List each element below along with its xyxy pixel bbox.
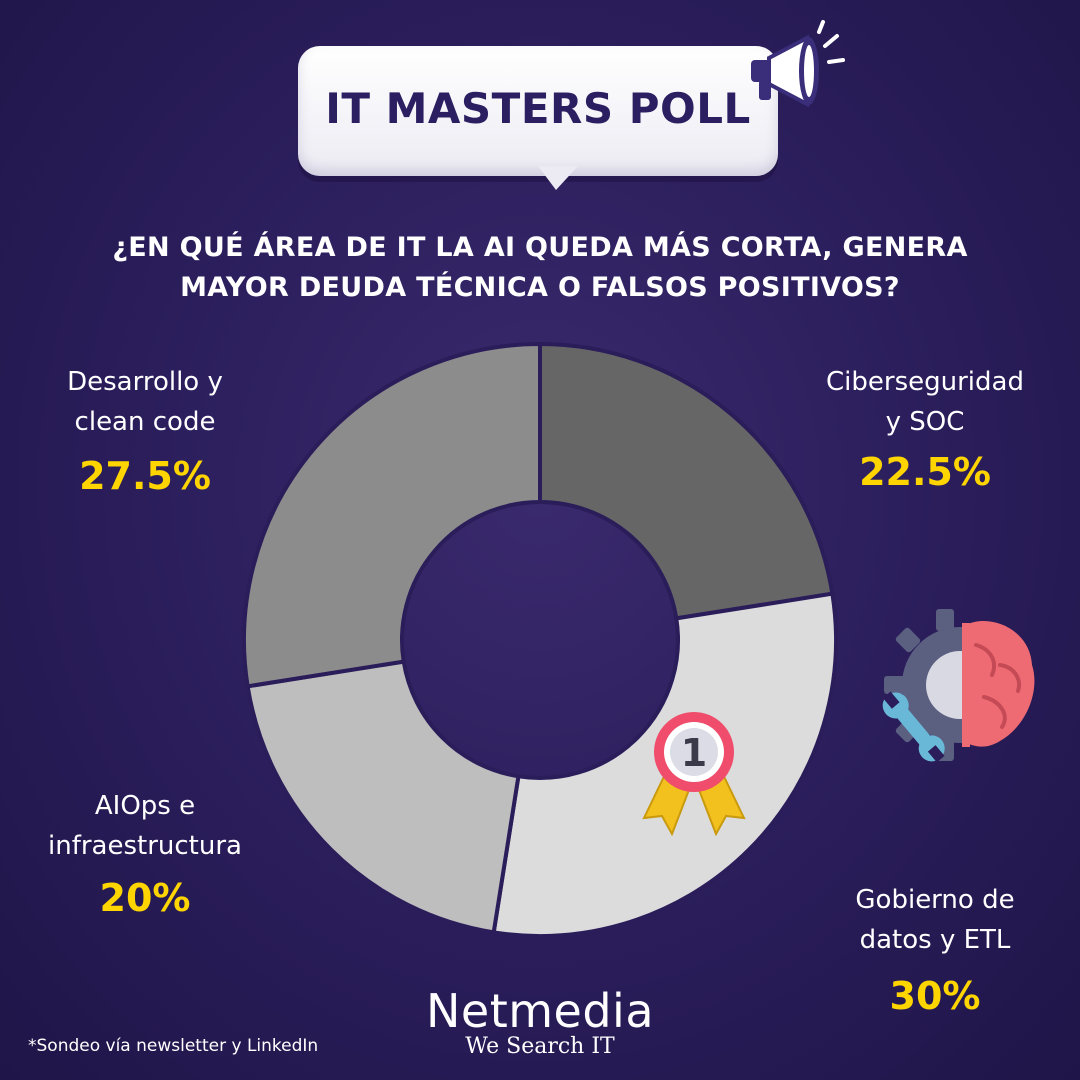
donut-slice-1 xyxy=(538,341,835,621)
brand-tagline: We Search IT xyxy=(465,1034,615,1059)
poll-question: ¿EN QUÉ ÁREA DE IT LA AI QUEDA MÁS CORTA… xyxy=(112,232,968,303)
page-title: IT MASTERS POLL xyxy=(325,84,751,133)
gear-brain-icon xyxy=(882,609,1035,763)
banner-tail xyxy=(538,166,578,190)
donut-slice-4 xyxy=(242,341,542,689)
value-gobierno-datos: 30% xyxy=(889,974,981,1018)
label-ciberseguridad: Ciberseguridad y SOC xyxy=(800,362,1050,442)
label-line: Gobierno de xyxy=(855,885,1015,915)
footnote: *Sondeo vía newsletter y LinkedIn xyxy=(28,1036,319,1056)
label-gobierno-datos: Gobierno de datos y ETL xyxy=(795,880,1075,960)
label-line: datos y ETL xyxy=(859,925,1011,955)
label-line: Desarrollo y xyxy=(67,367,223,397)
value-desarrollo: 27.5% xyxy=(79,454,211,498)
medal-icon: 1 xyxy=(642,712,746,836)
megaphone-icon xyxy=(751,20,845,108)
label-aiops: AIOps e infraestructura xyxy=(20,786,270,866)
label-desarrollo: Desarrollo y clean code xyxy=(20,362,270,442)
brand-logo: Netmedia xyxy=(425,984,655,1038)
label-line: AIOps e xyxy=(94,791,196,821)
medal-number: 1 xyxy=(681,731,707,775)
title-banner xyxy=(298,46,778,176)
label-line: clean code xyxy=(74,407,216,437)
label-line: Ciberseguridad xyxy=(826,367,1024,397)
label-line: infraestructura xyxy=(48,831,242,861)
label-line: y SOC xyxy=(885,407,965,437)
value-ciberseguridad: 22.5% xyxy=(859,450,991,494)
donut-slice-3 xyxy=(245,659,521,935)
value-aiops: 20% xyxy=(99,876,191,920)
